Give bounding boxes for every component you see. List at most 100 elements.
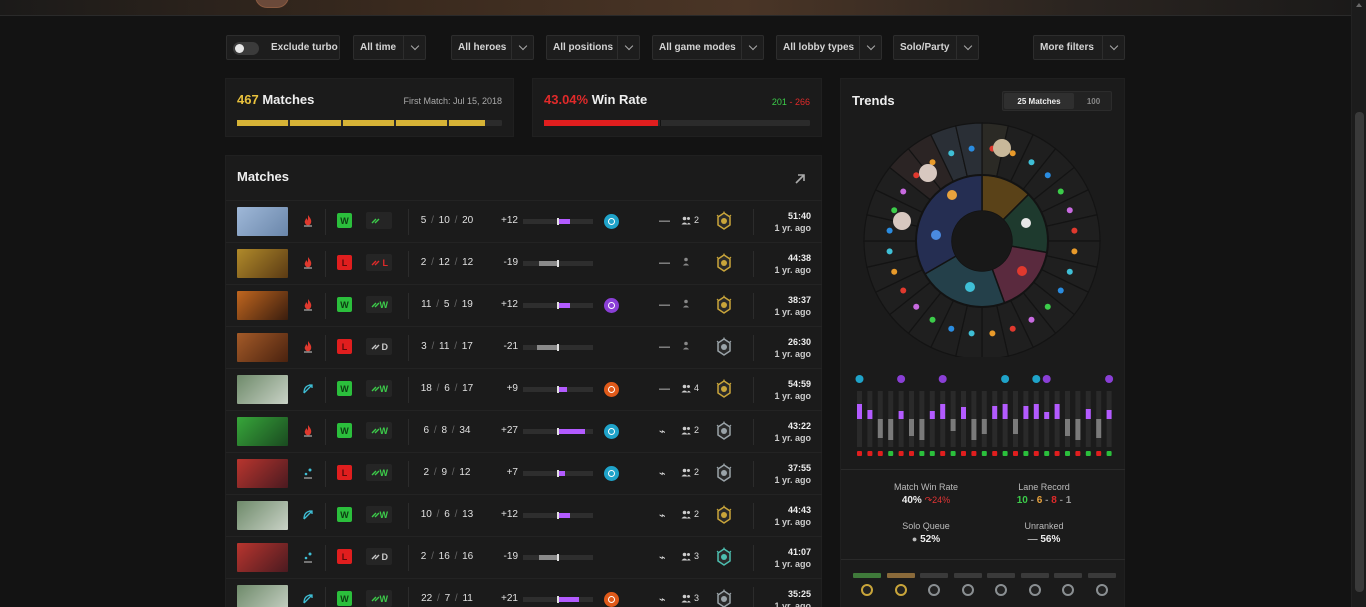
impact-bar-fill bbox=[558, 303, 570, 308]
row-divider bbox=[325, 545, 326, 571]
hero-portrait[interactable] bbox=[237, 501, 288, 530]
match-row[interactable]: L D 3 / 11 / 17 -21 — 26:30 1 yr. ago bbox=[226, 326, 822, 368]
match-history-bar[interactable] bbox=[1033, 404, 1039, 419]
performance-medal-icon[interactable] bbox=[604, 424, 619, 439]
performance-medal-icon[interactable] bbox=[604, 298, 619, 313]
party-count: 2 bbox=[694, 215, 700, 225]
match-history-bar[interactable] bbox=[940, 404, 946, 419]
hero-portrait[interactable] bbox=[237, 459, 288, 488]
match-history-bar[interactable] bbox=[961, 407, 966, 419]
rank-medal-icon bbox=[716, 421, 732, 440]
match-row[interactable]: W W 11 / 5 / 19 +12 — 38:37 1 yr. ago bbox=[226, 284, 822, 326]
kills: 2 bbox=[420, 257, 427, 268]
match-history-bar[interactable] bbox=[1013, 419, 1018, 434]
exclude-turbo-toggle[interactable]: Exclude turbo bbox=[226, 35, 340, 60]
match-history-bar[interactable] bbox=[1044, 412, 1050, 419]
performance-medal-icon[interactable] bbox=[604, 382, 619, 397]
match-history-bar[interactable] bbox=[898, 411, 904, 419]
scroll-up-icon[interactable] bbox=[1356, 3, 1362, 7]
page-scrollbar[interactable] bbox=[1351, 0, 1366, 607]
match-history-bar[interactable] bbox=[1002, 404, 1008, 419]
hero-mini-icon bbox=[968, 330, 975, 337]
match-history-bar[interactable] bbox=[981, 419, 987, 434]
hero-portrait[interactable] bbox=[237, 333, 288, 362]
match-duration: 51:40 bbox=[787, 211, 811, 221]
match-history-bar[interactable] bbox=[1065, 419, 1070, 436]
toggle-switch[interactable] bbox=[233, 42, 259, 55]
solo-icon bbox=[683, 341, 689, 350]
match-row[interactable]: W 5 / 10 / 20 +12 — 2 51:40 1 yr. ago bbox=[226, 200, 822, 242]
hero-portrait[interactable] bbox=[237, 207, 288, 236]
match-history-bar[interactable] bbox=[971, 419, 977, 440]
game-modes-filter[interactable]: All game modes bbox=[652, 35, 764, 60]
impact-bar bbox=[523, 596, 593, 603]
tab-25-matches[interactable]: 25 Matches bbox=[1004, 93, 1074, 109]
match-history-bar[interactable] bbox=[1106, 410, 1112, 419]
site-logo[interactable] bbox=[255, 0, 289, 8]
match-row[interactable]: W W 22 / 7 / 11 +21 ⌁ 3 35:25 1 yr. ago bbox=[226, 578, 822, 607]
match-history-bar[interactable] bbox=[929, 411, 935, 419]
match-result-dot bbox=[888, 451, 894, 456]
hero-portrait[interactable] bbox=[237, 375, 288, 404]
match-row[interactable]: W W 10 / 6 / 13 +12 ⌁ 2 44:43 1 yr. ago bbox=[226, 494, 822, 536]
match-row[interactable]: L D 2 / 16 / 16 -19 ⌁ 3 41:07 1 yr. ago bbox=[226, 536, 822, 578]
party-filter[interactable]: Solo/Party bbox=[893, 35, 979, 60]
performance-medal-icon[interactable] bbox=[604, 466, 619, 481]
time-filter[interactable]: All time bbox=[353, 35, 426, 60]
match-history-bar[interactable] bbox=[1075, 419, 1081, 440]
chevron-down-icon bbox=[741, 36, 763, 59]
match-history-bar[interactable] bbox=[1054, 404, 1060, 419]
hero-mini-icon bbox=[929, 316, 936, 323]
match-history-bar[interactable] bbox=[909, 419, 914, 436]
hero-mini-icon bbox=[948, 325, 955, 332]
impact-bar-fill bbox=[558, 597, 579, 602]
positions-filter-label: All positions bbox=[553, 42, 613, 53]
impact-bar bbox=[523, 470, 593, 477]
match-history-bar[interactable] bbox=[857, 404, 862, 419]
hero-portrait[interactable] bbox=[237, 249, 288, 278]
heroes-filter[interactable]: All heroes bbox=[451, 35, 534, 60]
match-row[interactable]: W W 6 / 8 / 34 +27 ⌁ 2 43:22 1 yr. ago bbox=[226, 410, 822, 452]
scrollbar-thumb[interactable] bbox=[1355, 112, 1364, 592]
match-history-bar[interactable] bbox=[1085, 409, 1091, 419]
more-filters-button[interactable]: More filters bbox=[1033, 35, 1125, 60]
expand-arrow-icon[interactable] bbox=[794, 173, 806, 185]
performance-medal-icon[interactable] bbox=[604, 592, 619, 607]
party-size: 2 bbox=[681, 509, 699, 519]
row-divider bbox=[753, 419, 754, 445]
match-row[interactable]: W W 18 / 6 / 17 +9 — 4 54:59 1 yr. ago bbox=[226, 368, 822, 410]
match-history-bar[interactable] bbox=[992, 406, 998, 419]
positions-filter[interactable]: All positions bbox=[546, 35, 640, 60]
match-result-dot bbox=[1106, 451, 1112, 456]
match-result-badge: L bbox=[337, 339, 352, 354]
trends-divider bbox=[841, 559, 1125, 560]
match-result-dot bbox=[1096, 451, 1102, 456]
match-result-dot bbox=[1044, 451, 1050, 456]
hero-portrait[interactable] bbox=[237, 291, 288, 320]
match-history-bar[interactable] bbox=[1023, 406, 1029, 419]
tab-100-matches[interactable]: 100 bbox=[1086, 96, 1101, 106]
match-history-bar[interactable] bbox=[867, 410, 873, 419]
match-history-bar[interactable] bbox=[877, 419, 883, 438]
lobby-types-filter[interactable]: All lobby types bbox=[776, 35, 882, 60]
match-row[interactable]: L W 2 / 9 / 12 +7 ⌁ 2 37:55 1 yr. ago bbox=[226, 452, 822, 494]
row-divider bbox=[408, 587, 409, 607]
lane-draws: 6 bbox=[1036, 495, 1043, 506]
kda: 3 / 11 / 17 bbox=[421, 341, 473, 352]
match-history-bar[interactable] bbox=[1096, 419, 1102, 438]
kda: 5 / 10 / 20 bbox=[420, 215, 474, 226]
hero-portrait[interactable] bbox=[237, 543, 288, 572]
performance-medal-icon[interactable] bbox=[604, 214, 619, 229]
match-result-dot bbox=[1085, 451, 1091, 456]
match-history-bar[interactable] bbox=[888, 419, 894, 440]
match-result-badge: L bbox=[337, 465, 352, 480]
match-history-bar[interactable] bbox=[919, 419, 925, 440]
medal-marker-icon bbox=[1042, 375, 1051, 383]
winrate-value: 43.04% bbox=[544, 92, 589, 107]
hero-portrait[interactable] bbox=[237, 417, 288, 446]
impact-score: +12 bbox=[501, 299, 518, 310]
match-history-bar[interactable] bbox=[950, 419, 956, 431]
rank-medal-icon bbox=[961, 584, 974, 596]
hero-portrait[interactable] bbox=[237, 585, 288, 607]
match-row[interactable]: L L 2 / 12 / 12 -19 — 44:38 1 yr. ago bbox=[226, 242, 822, 284]
